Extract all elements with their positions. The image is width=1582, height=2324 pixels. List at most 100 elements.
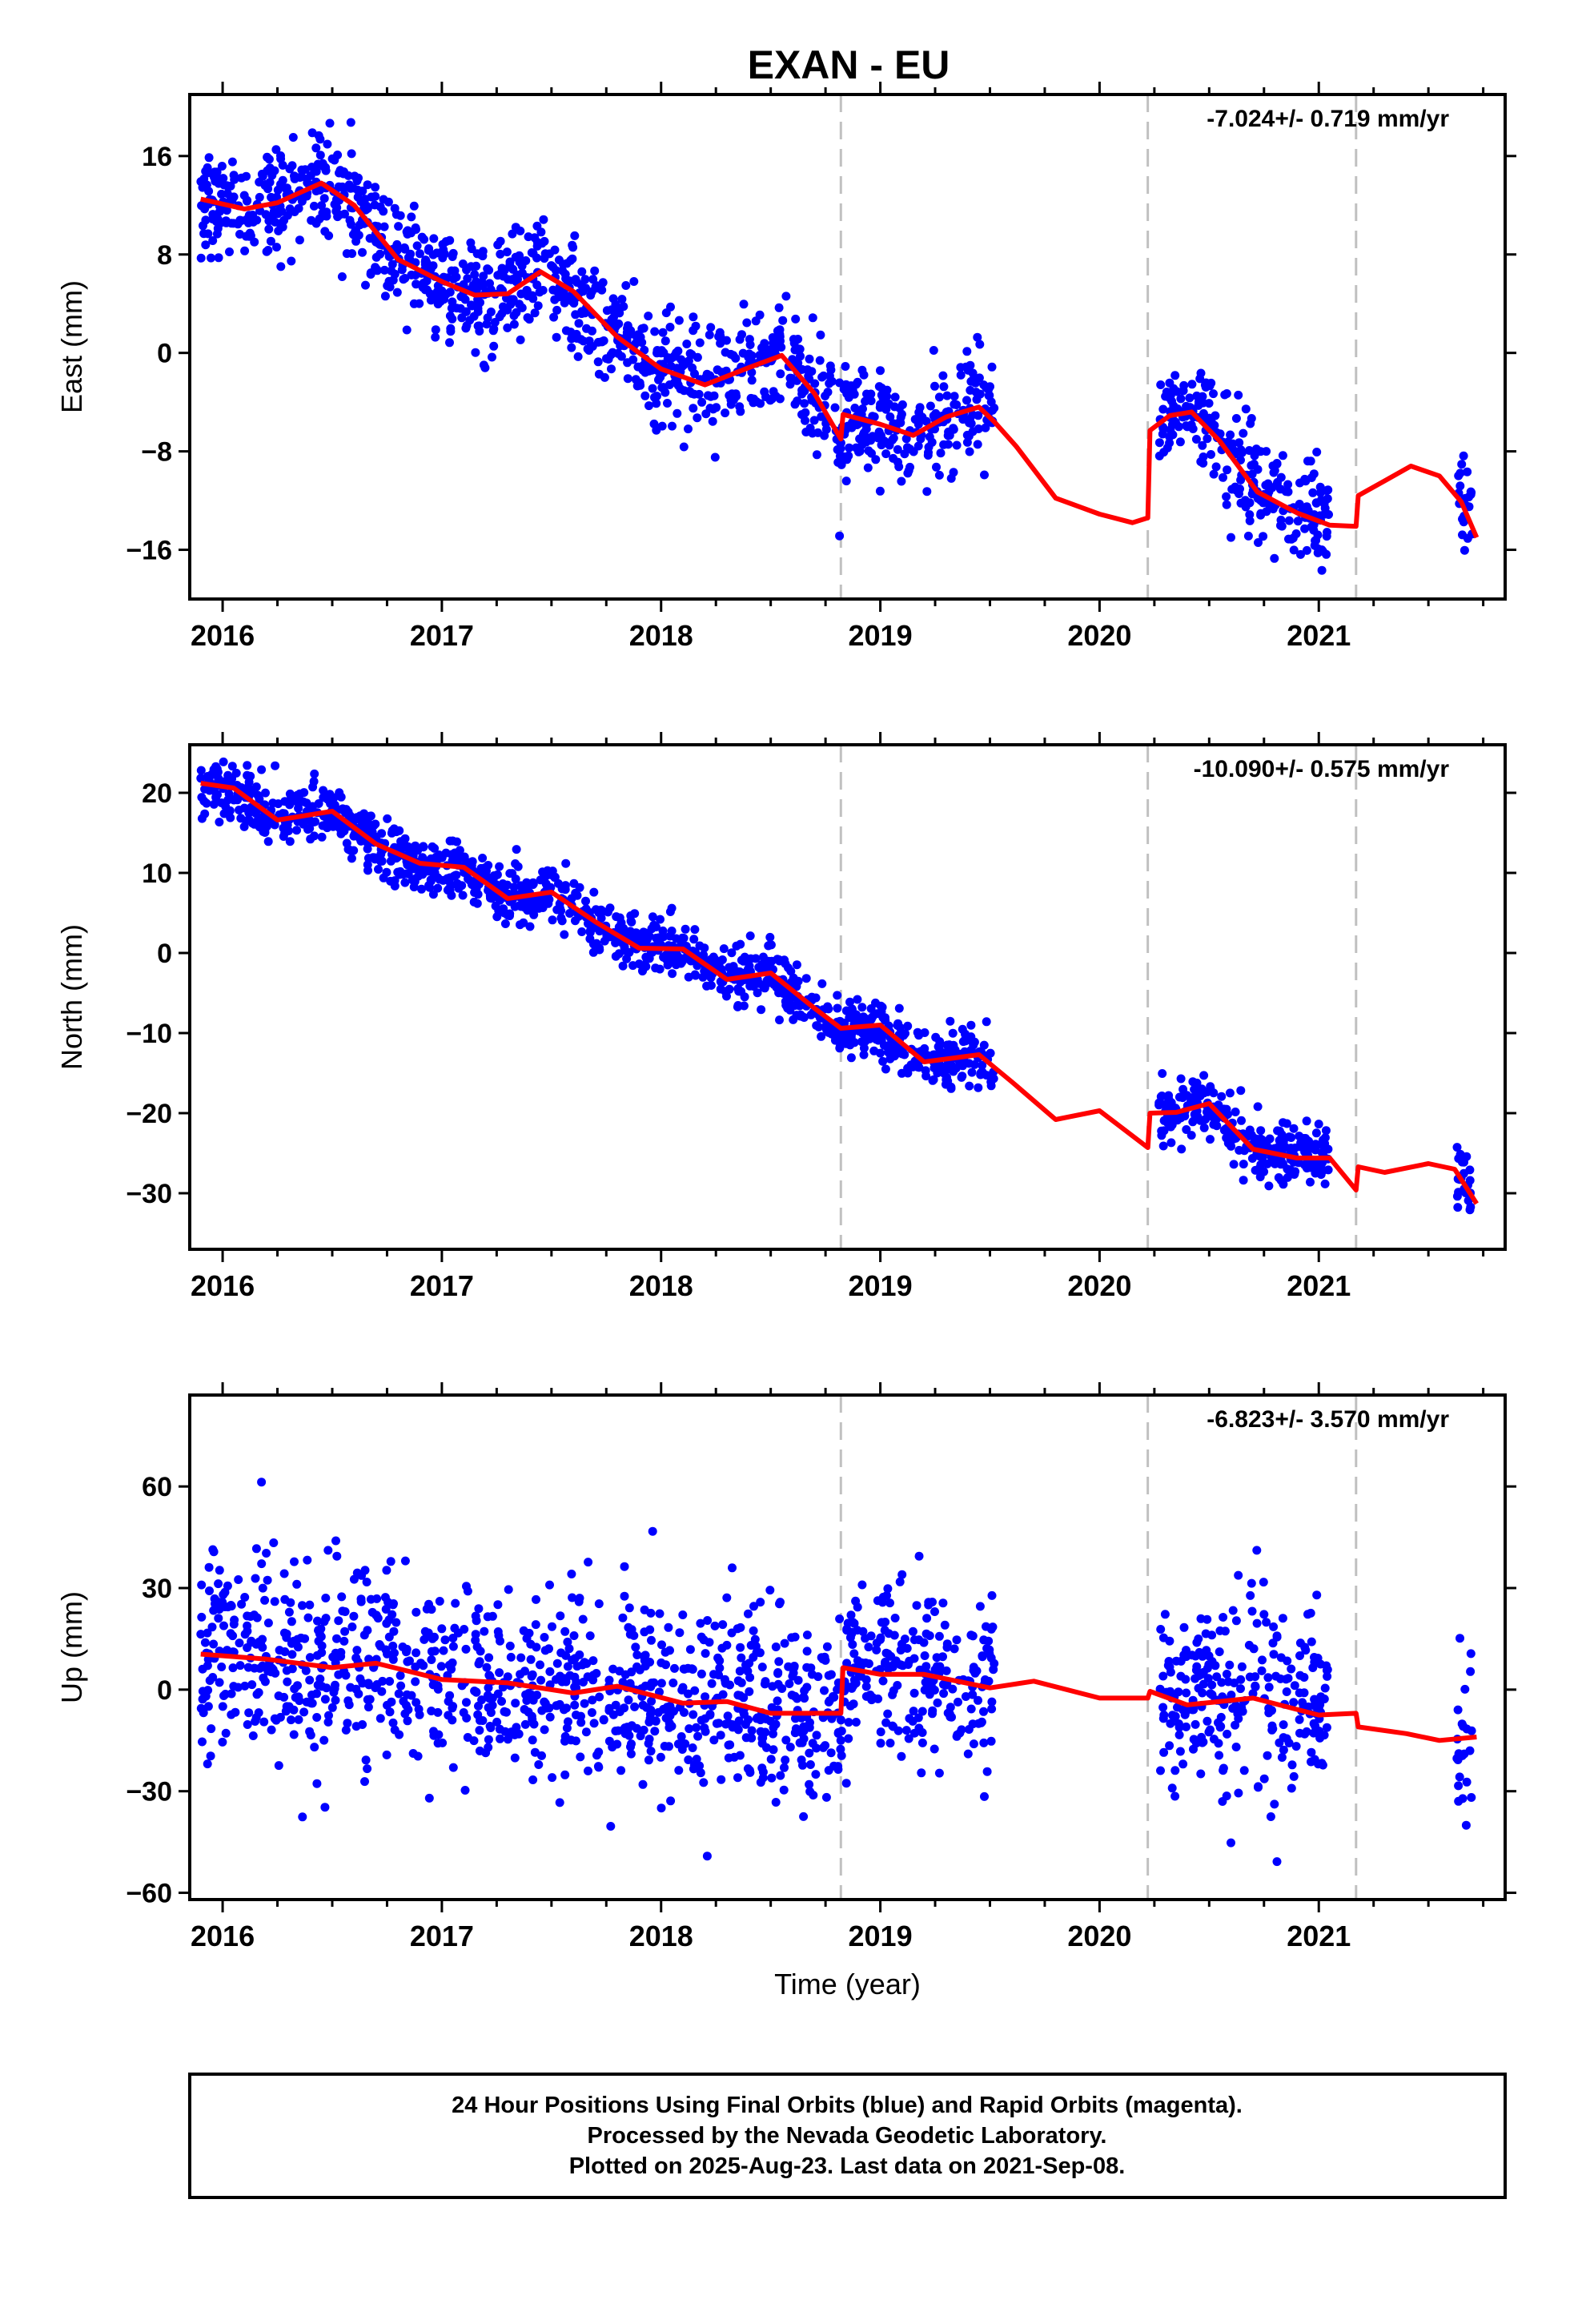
data-point [402,1647,411,1657]
data-point [1163,1098,1172,1108]
data-point [261,788,270,798]
data-point [909,1688,919,1698]
data-point [412,279,421,289]
data-point [1454,1781,1464,1791]
data-point [1323,494,1332,504]
data-point [451,1598,460,1608]
data-point [623,321,632,331]
data-point [1320,1179,1330,1188]
data-point [857,1580,867,1590]
data-point [320,1695,330,1704]
data-point [1204,1727,1214,1737]
data-point [741,1733,751,1743]
data-point [1259,532,1268,541]
data-point [1291,529,1301,538]
data-point [846,1053,856,1063]
data-point [503,323,512,332]
data-point [509,883,519,892]
data-point [223,1581,232,1590]
data-point [921,1066,930,1076]
data-point [390,1725,400,1735]
data-point [505,869,515,879]
data-point [431,325,440,335]
data-point [452,879,462,888]
data-point [287,1617,296,1626]
data-point [717,1643,727,1653]
data-point [512,845,521,854]
data-point [292,1579,302,1589]
data-point [471,1630,480,1639]
data-point [756,399,765,408]
data-point [320,1803,330,1812]
data-point [594,369,604,379]
data-point [616,352,626,361]
data-point [1241,404,1251,414]
data-point [1182,1652,1191,1662]
data-point [463,274,472,283]
data-point [474,1701,483,1711]
data-point [323,139,332,149]
data-point [574,319,584,328]
data-point [836,1715,845,1725]
data-point [1295,1728,1304,1738]
data-point [572,891,582,900]
data-point [679,1664,689,1674]
data-point [883,1584,893,1594]
data-point [387,1697,396,1707]
data-point [1255,1152,1265,1161]
data-point [207,1724,216,1734]
data-point [415,299,424,308]
data-point [722,991,731,1001]
data-point [577,927,587,936]
data-point [739,300,749,309]
data-point [1160,1610,1170,1619]
data-point [462,1713,472,1723]
data-point [972,395,982,404]
data-point [291,797,301,806]
data-point [917,1707,927,1716]
data-point [424,1793,434,1803]
data-point [861,1682,871,1691]
data-point [567,343,576,352]
data-point [1247,1130,1256,1140]
data-point [987,1704,997,1714]
data-point [1158,1069,1167,1078]
data-point [200,1638,210,1647]
data-point [1455,1772,1464,1782]
data-point [1263,1159,1272,1168]
data-point [716,984,725,994]
data-point [1245,510,1255,520]
data-point [682,340,692,348]
data-point [588,326,596,336]
data-point [693,1731,703,1741]
data-point [273,209,283,219]
data-point [411,1663,420,1671]
data-point [710,452,720,462]
data-point [1174,1730,1184,1739]
data-point [618,1613,628,1622]
data-point [1278,451,1287,460]
data-point [1289,1771,1299,1781]
data-point [448,252,457,261]
data-point [805,354,814,364]
data-point [382,1566,391,1575]
data-point [795,344,805,354]
y-tick-label: 20 [142,778,172,809]
data-point [649,419,659,428]
data-point [302,1697,311,1707]
data-point [796,352,805,361]
data-point [665,1646,674,1655]
data-point [1264,1683,1274,1692]
data-point [1315,488,1325,497]
data-point [215,818,224,826]
data-point [1196,457,1206,466]
data-point [452,870,461,880]
data-point [701,409,711,419]
data-point [407,212,416,222]
data-point [896,412,905,422]
data-point [262,247,271,256]
data-point [262,1549,271,1558]
data-point [237,1599,247,1609]
data-point [1281,1143,1291,1152]
data-point [561,858,571,868]
